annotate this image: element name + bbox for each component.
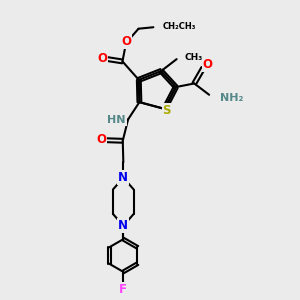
Text: HN: HN bbox=[107, 115, 126, 125]
Text: F: F bbox=[119, 283, 127, 296]
Text: N: N bbox=[118, 171, 128, 184]
Text: O: O bbox=[96, 133, 106, 146]
Text: S: S bbox=[163, 104, 171, 117]
Text: O: O bbox=[98, 52, 107, 65]
Text: CH₂CH₃: CH₂CH₃ bbox=[163, 22, 196, 31]
Text: NH₂: NH₂ bbox=[220, 93, 244, 103]
Text: O: O bbox=[121, 35, 131, 48]
Text: N: N bbox=[118, 219, 128, 232]
Text: O: O bbox=[203, 58, 213, 71]
Text: CH₃: CH₃ bbox=[185, 53, 203, 62]
